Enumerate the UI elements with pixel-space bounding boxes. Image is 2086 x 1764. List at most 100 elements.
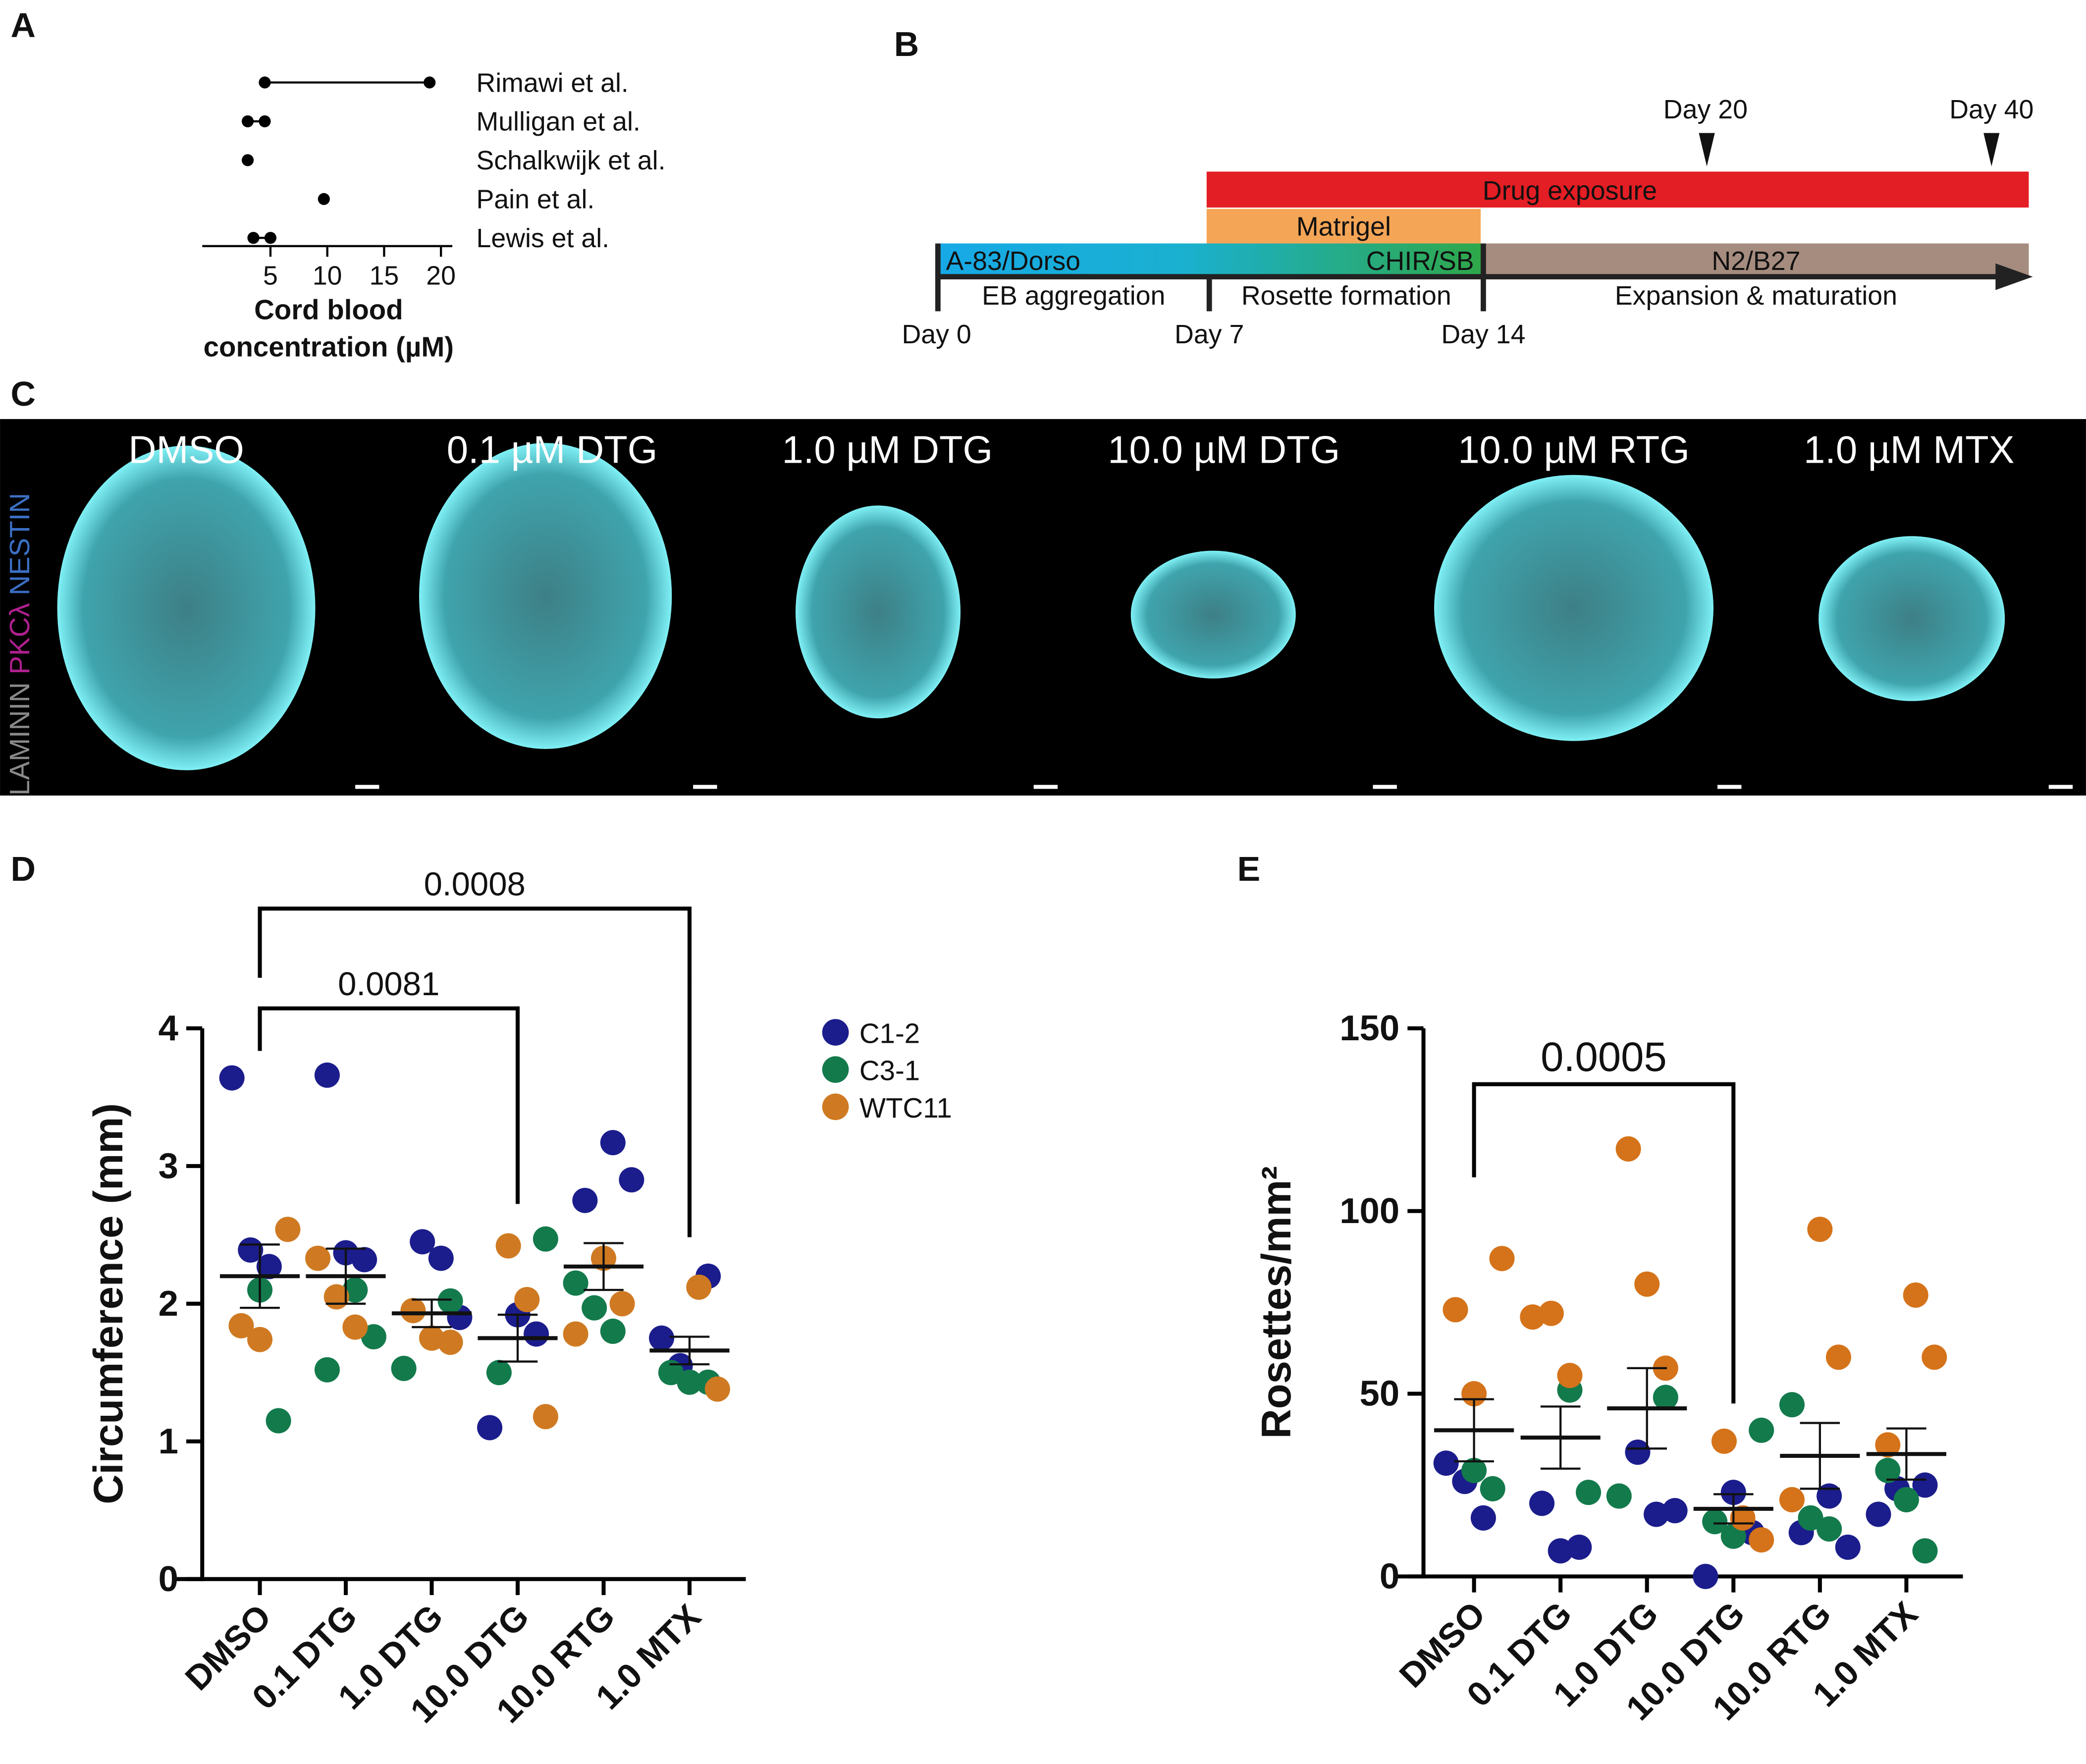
point <box>1529 1491 1555 1516</box>
point <box>533 1404 558 1430</box>
point <box>266 1408 291 1434</box>
point <box>1615 1136 1641 1162</box>
panel-letter: D <box>11 850 36 888</box>
phase-label: Rosette formation <box>1241 281 1451 311</box>
point <box>314 1357 340 1383</box>
scale-bar <box>1373 785 1397 789</box>
image-background <box>0 419 2086 796</box>
point <box>533 1226 558 1252</box>
condition-label: 10.0 µM DTG <box>1108 428 1340 472</box>
point <box>1470 1505 1496 1531</box>
panel-letter: B <box>894 25 919 63</box>
legend-marker <box>822 1019 849 1046</box>
legend-label: C3-1 <box>859 1055 920 1086</box>
organoid <box>1130 550 1296 679</box>
phase-label: EB aggregation <box>982 281 1165 311</box>
y-tick-label: 50 <box>1360 1374 1400 1414</box>
bar-label: CHIR/SB <box>1366 246 1474 276</box>
point <box>437 1288 463 1314</box>
image-strip: LAMININ PKCλ NESTIN <box>0 419 2086 796</box>
y-axis-label: Circumference (mm) <box>85 1103 131 1504</box>
x-tick-label: 15 <box>370 261 399 291</box>
point <box>424 76 436 89</box>
point <box>1798 1505 1823 1531</box>
point <box>1576 1480 1602 1505</box>
condition-label: 10.0 µM RTG <box>1458 428 1690 472</box>
legend-marker <box>822 1056 849 1083</box>
study-label: Mulligan et al. <box>476 107 640 137</box>
point <box>410 1229 435 1255</box>
y-tick-label: 3 <box>159 1146 178 1186</box>
point <box>524 1321 549 1347</box>
marker-label: Day 40 <box>1949 95 2033 124</box>
point <box>241 115 254 128</box>
y-tick-label: 150 <box>1339 1008 1399 1048</box>
marker-arrow <box>1983 133 2000 166</box>
y-tick-label: 100 <box>1339 1191 1399 1231</box>
point <box>391 1355 417 1381</box>
point <box>241 154 254 166</box>
point <box>619 1167 644 1193</box>
point <box>1875 1457 1901 1483</box>
scale-bar <box>693 785 717 789</box>
y-tick-label: 4 <box>159 1008 178 1048</box>
stain: PKCλ <box>4 603 35 674</box>
day-label: Day 14 <box>1441 320 1525 349</box>
point <box>1461 1457 1487 1483</box>
point <box>1922 1344 1947 1370</box>
significance-bracket <box>258 1006 520 1204</box>
point <box>361 1324 386 1350</box>
study-label: Lewis et al. <box>476 223 609 253</box>
significance-bracket <box>258 907 692 1237</box>
organoid <box>419 443 672 749</box>
condition-label: DMSO <box>128 428 244 472</box>
study-label: Pain et al. <box>476 185 594 214</box>
y-axis-label: Rosettes/mm² <box>1253 1166 1299 1439</box>
point <box>495 1233 521 1259</box>
stain: NESTIN <box>4 493 35 595</box>
panel-letter: A <box>11 6 36 45</box>
x-axis-label: concentration (µM) <box>204 331 454 363</box>
point <box>228 1313 254 1338</box>
point <box>563 1321 588 1347</box>
scale-bar <box>1717 785 1742 789</box>
point <box>514 1286 540 1312</box>
marker-label: Day 20 <box>1663 95 1748 124</box>
day-label: Day 0 <box>902 320 971 349</box>
point <box>1825 1344 1851 1370</box>
point <box>1566 1534 1592 1560</box>
p-value: 0.0005 <box>1541 1034 1667 1080</box>
point <box>247 232 260 244</box>
point <box>1912 1538 1938 1564</box>
condition-label: 1.0 µM MTX <box>1804 428 2015 472</box>
scale-bar <box>1033 785 1058 789</box>
point <box>305 1245 331 1271</box>
study-label: Rimawi et al. <box>476 68 628 98</box>
point <box>609 1291 635 1317</box>
point <box>1711 1428 1737 1454</box>
point <box>600 1130 626 1156</box>
point <box>219 1065 245 1091</box>
maturation-bar <box>1481 243 2029 277</box>
point <box>1693 1563 1718 1589</box>
point <box>1634 1271 1660 1297</box>
point <box>1443 1297 1468 1323</box>
point <box>1903 1282 1928 1308</box>
point <box>247 1327 273 1352</box>
point <box>1749 1417 1774 1443</box>
bar-label: Drug exposure <box>1483 176 1657 206</box>
point <box>563 1270 588 1296</box>
bar-label: Matrigel <box>1296 212 1391 241</box>
legend-label: C1-2 <box>859 1017 920 1049</box>
organoid <box>795 505 961 719</box>
point <box>1662 1498 1688 1524</box>
y-tick-label: 0 <box>159 1559 178 1599</box>
point <box>342 1314 368 1340</box>
point <box>1866 1501 1891 1527</box>
matrigel-bar <box>1206 209 1481 244</box>
legend-marker <box>822 1093 849 1121</box>
point <box>1625 1440 1651 1465</box>
point <box>1480 1476 1505 1501</box>
x-tick-label: 10 <box>313 261 342 291</box>
stain-label: LAMININ PKCλ NESTIN <box>4 493 35 796</box>
